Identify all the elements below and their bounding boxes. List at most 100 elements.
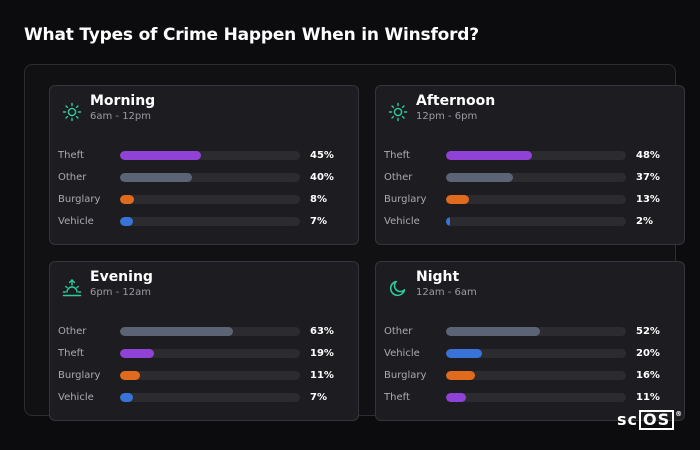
card-afternoon: Afternoon 12pm - 6pm Theft 48% Other 37% Burgl… [375,85,685,245]
bar-label-other: Other [384,326,413,337]
bar-list: Theft 48% Other 37% Burglary 13% Vehicle 2% [384,148,678,236]
bar-value-theft: 11% [636,392,660,403]
card-subtitle-night: 12am - 6am [416,287,477,298]
bar-track [446,195,626,204]
bar-theft [446,151,533,160]
bar-value-other: 52% [636,326,660,337]
bar-row-burglary: Burglary 11% [58,368,352,390]
bar-label-theft: Theft [384,392,410,403]
bar-label-vehicle: Vehicle [58,392,94,403]
bar-value-burglary: 13% [636,194,660,205]
bar-row-burglary: Burglary 8% [58,192,352,214]
bar-other [446,327,540,336]
bar-list: Theft 45% Other 40% Burglary 8% Vehicle 7% [58,148,352,236]
bar-vehicle [120,217,133,226]
bar-value-vehicle: 20% [636,348,660,359]
bar-value-theft: 48% [636,150,660,161]
bar-value-theft: 19% [310,348,334,359]
bar-track [120,195,300,204]
bar-row-theft: Theft 45% [58,148,352,170]
bar-track [446,173,626,182]
bar-row-theft: Theft 19% [58,346,352,368]
bar-label-other: Other [58,326,87,337]
card-title-morning: Morning [90,93,156,109]
bar-value-theft: 45% [310,150,334,161]
bar-row-theft: Theft 48% [384,148,678,170]
bar-burglary [120,371,140,380]
bar-track [120,371,300,380]
bar-value-burglary: 8% [310,194,327,205]
bar-track [446,217,626,226]
bar-label-vehicle: Vehicle [384,216,420,227]
bar-burglary [446,371,475,380]
bar-track [446,349,626,358]
sun-icon [388,102,408,122]
bar-row-vehicle: Vehicle 7% [58,390,352,412]
bar-track [446,393,626,402]
logo-boxed-text: OS [639,410,675,430]
bar-track [120,151,300,160]
bar-label-burglary: Burglary [58,194,101,205]
bar-theft [446,393,466,402]
bar-burglary [120,195,135,204]
bar-row-other: Other 52% [384,324,678,346]
scos-logo: sc OS ® [617,410,683,430]
registered-mark: ® [675,410,684,418]
bar-value-vehicle: 2% [636,216,653,227]
card-night: Night 12am - 6am Other 52% Vehicle 20% Burglar… [375,261,685,421]
card-subtitle-morning: 6am - 12pm [90,111,152,122]
bar-track [120,327,300,336]
bar-label-theft: Theft [58,348,84,359]
bar-label-burglary: Burglary [384,370,427,381]
bar-value-burglary: 16% [636,370,660,381]
bar-value-vehicle: 7% [310,216,327,227]
bar-value-other: 63% [310,326,334,337]
bar-burglary [446,195,470,204]
bar-other [446,173,513,182]
bar-other [120,173,192,182]
bar-track [120,173,300,182]
bar-row-vehicle: Vehicle 20% [384,346,678,368]
card-title-night: Night [416,269,460,285]
bar-label-vehicle: Vehicle [384,348,420,359]
sunset-icon [62,278,82,298]
card-subtitle-evening: 6pm - 12am [90,287,152,298]
card-morning: Morning 6am - 12pm Theft 45% Other 40% Burglar… [49,85,359,245]
bar-vehicle [446,349,482,358]
card-evening: Evening 6pm - 12am Other 63% Theft 19% Burglar… [49,261,359,421]
bar-theft [120,349,155,358]
bar-vehicle [120,393,133,402]
bar-row-burglary: Burglary 13% [384,192,678,214]
moon-icon [388,278,408,298]
card-subtitle-afternoon: 12pm - 6pm [416,111,478,122]
bar-track [446,371,626,380]
bar-label-other: Other [384,172,413,183]
page-title: What Types of Crime Happen When in Winsf… [24,25,479,45]
bar-track [120,217,300,226]
bar-label-other: Other [58,172,87,183]
card-title-afternoon: Afternoon [416,93,496,109]
bar-theft [120,151,201,160]
bar-label-burglary: Burglary [384,194,427,205]
bar-list: Other 52% Vehicle 20% Burglary 16% Theft 11% [384,324,678,412]
bar-row-vehicle: Vehicle 2% [384,214,678,236]
bar-label-theft: Theft [58,150,84,161]
bar-row-vehicle: Vehicle 7% [58,214,352,236]
bar-row-theft: Theft 11% [384,390,678,412]
bar-track [446,151,626,160]
bar-list: Other 63% Theft 19% Burglary 11% Vehicle 7% [58,324,352,412]
bar-row-burglary: Burglary 16% [384,368,678,390]
bar-value-other: 37% [636,172,660,183]
sun-icon [62,102,82,122]
bar-value-vehicle: 7% [310,392,327,403]
bar-track [120,393,300,402]
bar-row-other: Other 40% [58,170,352,192]
bar-label-vehicle: Vehicle [58,216,94,227]
bar-track [446,327,626,336]
bar-value-burglary: 11% [310,370,334,381]
bar-other [120,327,234,336]
bar-value-other: 40% [310,172,334,183]
bar-row-other: Other 63% [58,324,352,346]
logo-text: sc [617,410,639,429]
bar-track [120,349,300,358]
